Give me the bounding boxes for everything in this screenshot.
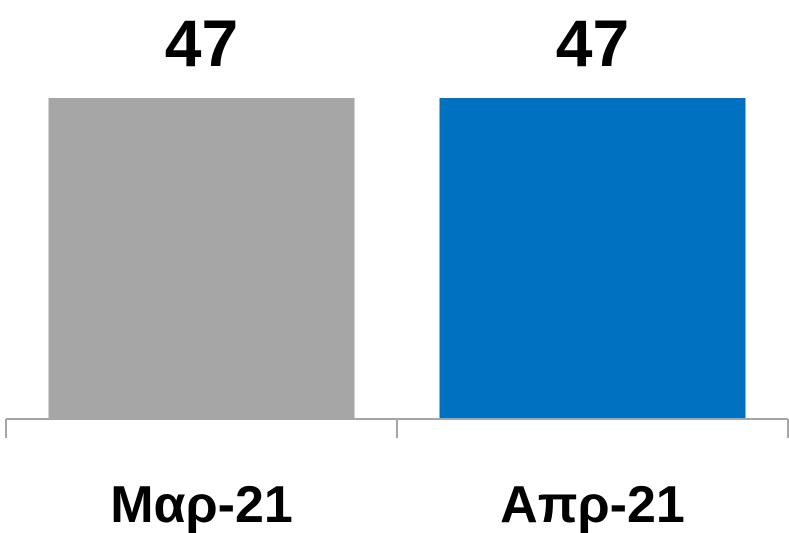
- x-tick-labels-group: Μαρ-21 Απρ-21: [110, 476, 685, 533]
- data-label-2: 47: [556, 6, 629, 80]
- value-labels-group: 47 47: [165, 6, 629, 80]
- x-tick-label-2: Απρ-21: [500, 476, 685, 533]
- x-axis: [5, 418, 789, 438]
- x-tick-label-1: Μαρ-21: [110, 476, 293, 533]
- bar-1: [48, 98, 355, 419]
- data-label-1: 47: [165, 6, 238, 80]
- bars-group: [48, 98, 746, 419]
- bar-2: [439, 98, 746, 419]
